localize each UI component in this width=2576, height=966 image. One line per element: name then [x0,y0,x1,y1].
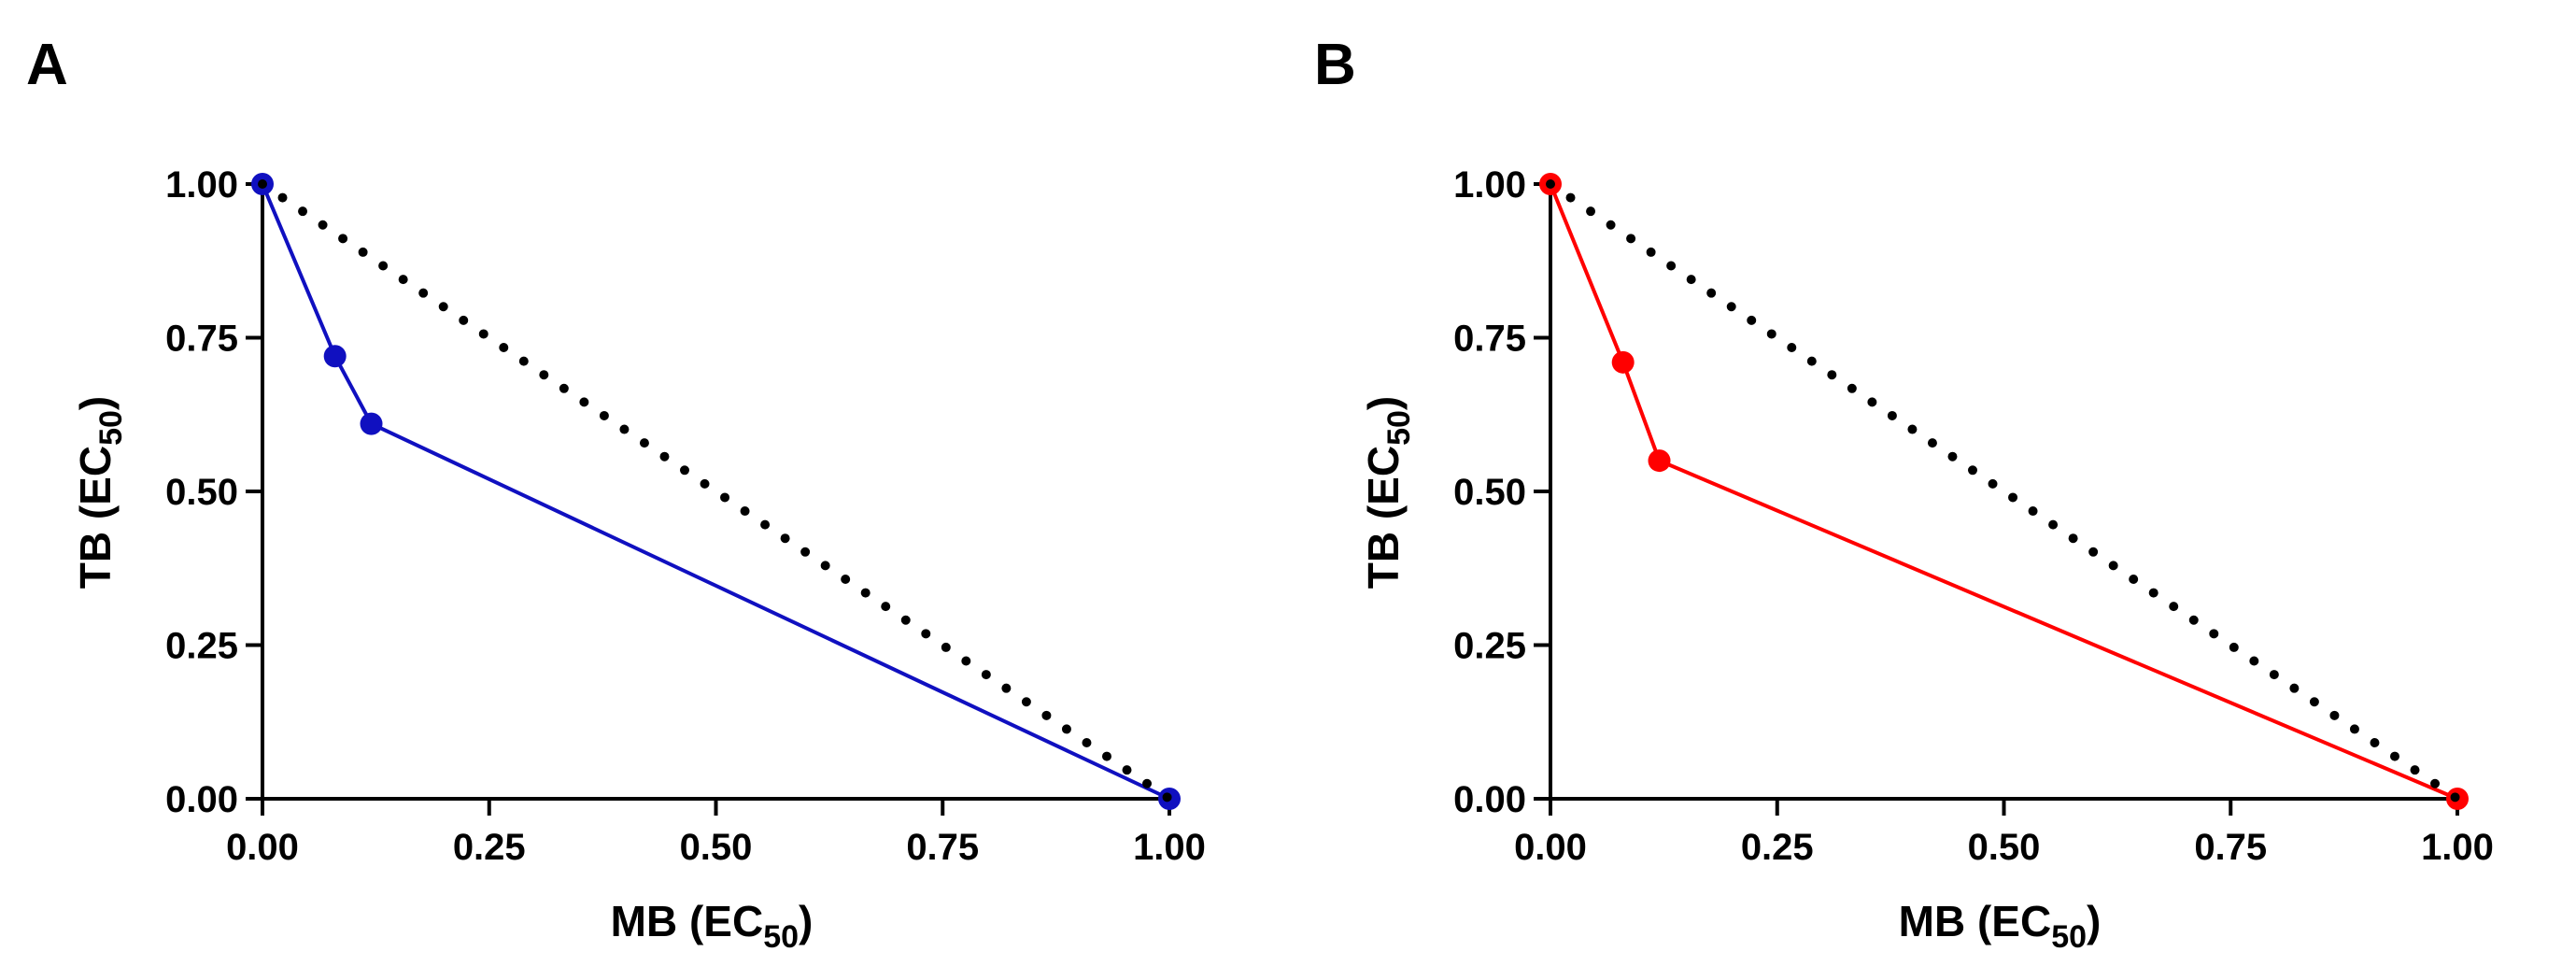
x-axis-title-end: ) [799,897,813,945]
x-tick-label: 0.00 [1514,827,1587,868]
marks-b [1539,173,2469,810]
y-tick-label: 0.00 [165,779,238,820]
data-point [360,412,383,435]
y-tick-label: 0.50 [165,472,238,513]
marks-a [251,173,1181,810]
additivity-line [1546,179,2462,803]
x-tick-label: 0.50 [680,827,753,868]
x-tick-label: 0.25 [1741,827,1814,868]
x-tick-label: 0.50 [1968,827,2041,868]
axes-a: 0.00 0.25 0.50 0.75 1.00 0.00 0.25 0.50 0.75 1.00 [165,164,1206,868]
series-line [1549,183,2458,801]
y-axis-title-end: ) [1359,396,1408,410]
panel-label: B [1314,33,1356,97]
y-tick-label: 0.25 [165,626,238,667]
data-point [1648,449,1671,473]
chart-panel-a: A 0.00 0.25 0.50 0.75 1.00 0.00 0.25 0.50 0.75 1.… [26,33,1206,955]
y-tick-label: 0.25 [1453,626,1526,667]
y-axis-title-main: TB (EC [1359,446,1408,589]
x-tick-label: 0.75 [2194,827,2267,868]
x-axis-title: MB (EC50) [611,897,814,955]
x-tick-label: 0.00 [226,827,299,868]
x-tick-label: 0.25 [453,827,526,868]
y-axis-title-end: ) [71,396,120,410]
x-tick-label: 1.00 [1133,827,1206,868]
series-line [261,183,1170,801]
x-axis-title-main: MB (EC [611,897,764,945]
data-point [1611,350,1635,374]
y-tick-label: 0.75 [165,319,238,360]
data-point [323,345,347,368]
x-axis-title-end: ) [2087,897,2101,945]
y-tick-label: 0.75 [1453,319,1526,360]
y-axis-title: TB (EC50) [71,396,129,589]
panel-label: A [26,33,68,97]
y-axis-title: TB (EC50) [1359,396,1417,589]
chart-panel-b: B 0.00 0.25 0.50 0.75 1.00 0.00 0.25 0.50 0.75 1.… [1288,0,2576,966]
axes-b: 0.00 0.25 0.50 0.75 1.00 0.00 0.25 0.50 0.75 1.00 [1453,164,2494,868]
y-axis-title-main: TB (EC [71,446,120,589]
y-tick-label: 1.00 [1453,164,1526,206]
y-tick-label: 0.50 [1453,472,1526,513]
x-axis-title-sub: 50 [2051,919,2087,955]
y-tick-label: 1.00 [165,164,238,206]
additivity-line [258,179,1174,803]
x-axis-title-main: MB (EC [1899,897,2052,945]
x-tick-label: 1.00 [2421,827,2494,868]
y-axis-title-sub: 50 [1381,410,1417,446]
y-tick-label: 0.00 [1453,779,1526,820]
chart-svg-b: B 0.00 0.25 0.50 0.75 1.00 0.00 0.25 0.50 0.75 1.… [1314,33,2494,955]
x-axis-title-sub: 50 [763,919,799,955]
x-axis-title: MB (EC50) [1899,897,2102,955]
y-axis-title-sub: 50 [93,410,129,446]
chart-svg-a: A 0.00 0.25 0.50 0.75 1.00 0.00 0.25 0.50 0.75 1.… [26,33,1206,955]
x-tick-label: 0.75 [906,827,979,868]
